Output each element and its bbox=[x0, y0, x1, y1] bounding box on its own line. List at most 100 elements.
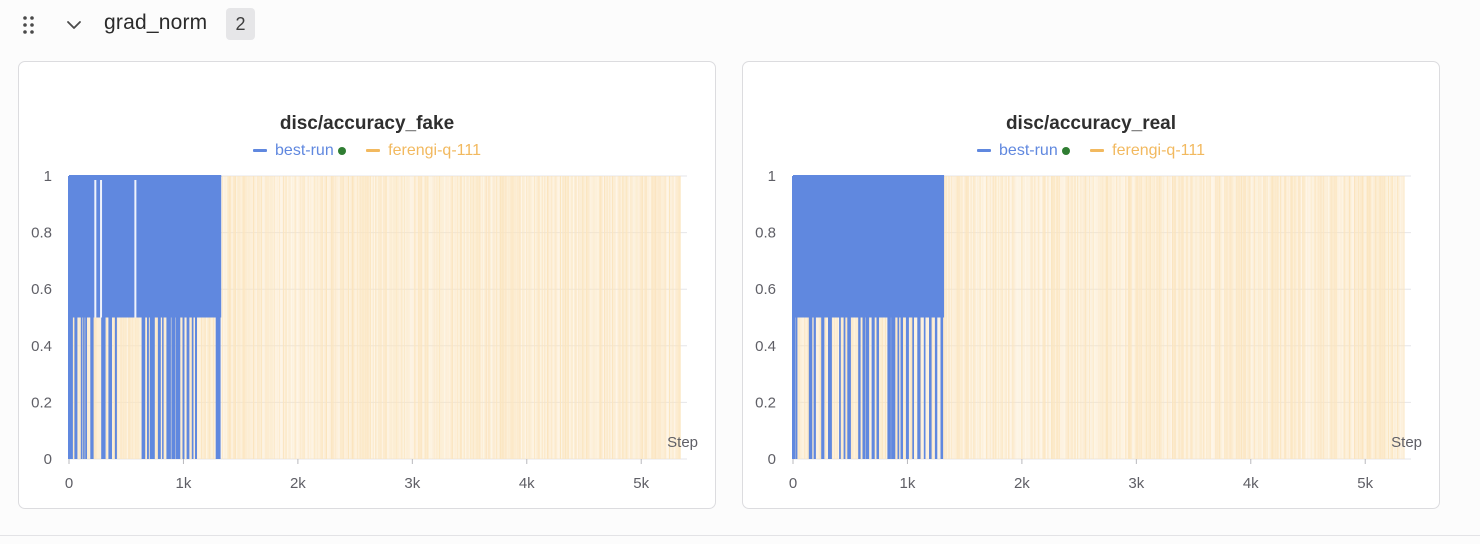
x-tick-label: 3k bbox=[1128, 475, 1144, 492]
section-divider bbox=[0, 535, 1480, 536]
x-tick-label: 5k bbox=[633, 475, 649, 492]
y-tick-label: 0.2 bbox=[755, 394, 776, 411]
best-run-drop bbox=[147, 317, 149, 459]
best-run-drop bbox=[191, 317, 194, 459]
x-tick-label: 0 bbox=[65, 475, 73, 492]
best-run-drop bbox=[108, 317, 112, 459]
best-run-drop bbox=[215, 317, 218, 459]
best-run-drop bbox=[166, 317, 169, 459]
line-chart-accuracy-fake: 0 0.2 0.4 0.6 0.8 1 0 1k 2k 3k 4k 5k Step bbox=[31, 168, 698, 492]
best-run-drop bbox=[157, 317, 161, 459]
x-tick-label: 4k bbox=[519, 475, 535, 492]
x-tick-label: 3k bbox=[404, 475, 420, 492]
best-run-drop bbox=[929, 317, 932, 459]
best-run-drop bbox=[177, 317, 181, 459]
best-run-drop bbox=[85, 317, 87, 459]
best-run-drop bbox=[871, 317, 875, 459]
legend-label-best-run: best-run bbox=[999, 142, 1058, 159]
best-run-drop bbox=[182, 317, 185, 459]
chart-panel-accuracy-real[interactable]: 0 0.2 0.4 0.6 0.8 1 0 1k 2k 3k 4k 5k Step disc/accur… bbox=[742, 61, 1440, 509]
y-tick-label: 0.2 bbox=[31, 394, 52, 411]
best-run-drop bbox=[80, 317, 83, 459]
legend-label-best-run: best-run bbox=[275, 142, 334, 159]
best-run-drop bbox=[839, 317, 841, 459]
x-tick-label: 1k bbox=[176, 475, 192, 492]
y-tick-label: 1 bbox=[44, 168, 52, 185]
section-title[interactable]: grad_norm bbox=[104, 11, 208, 34]
best-run-drop bbox=[102, 317, 105, 459]
drag-handle-icon[interactable] bbox=[19, 15, 39, 35]
legend-swatch-ferengi-q-111 bbox=[1090, 149, 1105, 153]
best-run-drop bbox=[912, 317, 914, 459]
best-run-drop bbox=[843, 317, 846, 459]
best-run-drop bbox=[923, 317, 926, 459]
x-tick-label: 1k bbox=[900, 475, 916, 492]
best-run-drop bbox=[217, 317, 221, 459]
best-run-gap bbox=[100, 180, 103, 318]
best-run-drop bbox=[897, 317, 900, 459]
active-run-dot-icon bbox=[1061, 146, 1070, 155]
best-run-drop bbox=[186, 317, 190, 459]
best-run-drop bbox=[152, 317, 155, 459]
best-run-drop bbox=[865, 317, 870, 459]
best-run-drop bbox=[887, 317, 891, 459]
x-tick-label: 4k bbox=[1243, 475, 1259, 492]
x-tick-label: 0 bbox=[789, 475, 797, 492]
best-run-drop bbox=[917, 317, 921, 459]
best-run-drop bbox=[103, 317, 106, 459]
best-run-drop bbox=[171, 317, 175, 459]
chart-title: disc/accuracy_real bbox=[1005, 113, 1177, 134]
x-axis-label: Step bbox=[667, 434, 698, 451]
best-run-gap bbox=[134, 180, 137, 318]
legend-item-best-run[interactable]: best-run bbox=[977, 142, 1070, 160]
best-run-drop bbox=[821, 317, 825, 459]
y-tick-label: 0.6 bbox=[755, 281, 776, 298]
best-run-drop bbox=[795, 317, 798, 459]
chart-panel-accuracy-fake[interactable]: 0 0.2 0.4 0.6 0.8 1 0 1k 2k 3k 4k 5k Step disc/accur… bbox=[18, 61, 716, 509]
best-run-drop bbox=[149, 317, 153, 459]
y-tick-label: 0.6 bbox=[31, 281, 52, 298]
legend-item-ferengi-q-111[interactable]: ferengi-q-111 bbox=[1090, 142, 1205, 160]
best-run-drop bbox=[862, 317, 866, 459]
chart-legend: best-run ferengi-q-111 bbox=[19, 142, 715, 160]
best-run-drop bbox=[876, 317, 879, 459]
best-run-drop bbox=[69, 317, 73, 459]
best-run-drop bbox=[168, 317, 171, 459]
best-run-drop bbox=[813, 317, 816, 459]
best-run-drop bbox=[808, 317, 812, 459]
best-run-drop bbox=[828, 317, 832, 459]
x-axis-label: Step bbox=[1391, 434, 1422, 451]
best-run-drop bbox=[141, 317, 146, 459]
best-run-drop bbox=[195, 317, 197, 459]
legend-item-best-run[interactable]: best-run bbox=[253, 142, 346, 160]
best-run-drop bbox=[900, 317, 903, 459]
chart-title: disc/accuracy_fake bbox=[279, 113, 455, 134]
y-tick-label: 1 bbox=[768, 168, 776, 185]
best-run-drop bbox=[858, 317, 861, 459]
series-best-run bbox=[68, 175, 222, 459]
best-run-drop bbox=[847, 317, 851, 459]
chevron-down-icon[interactable] bbox=[64, 15, 84, 35]
legend-swatch-best-run bbox=[977, 149, 992, 153]
best-run-drop bbox=[905, 317, 909, 459]
best-run-band bbox=[69, 176, 222, 318]
best-run-drop bbox=[934, 317, 938, 459]
x-tick-label: 5k bbox=[1357, 475, 1373, 492]
best-run-drop bbox=[162, 317, 164, 459]
best-run-drop bbox=[940, 317, 944, 459]
y-tick-label: 0 bbox=[44, 451, 52, 468]
legend-item-ferengi-q-111[interactable]: ferengi-q-111 bbox=[366, 142, 481, 160]
line-chart-accuracy-real: 0 0.2 0.4 0.6 0.8 1 0 1k 2k 3k 4k 5k Step bbox=[755, 168, 1422, 492]
x-tick-label: 2k bbox=[1014, 475, 1030, 492]
x-tick-label: 2k bbox=[290, 475, 306, 492]
best-run-gap bbox=[94, 180, 97, 318]
y-tick-label: 0.4 bbox=[755, 338, 776, 355]
y-tick-label: 0.8 bbox=[31, 225, 52, 242]
section-header: grad_norm 2 bbox=[0, 0, 1480, 50]
best-run-drop bbox=[175, 317, 178, 459]
legend-swatch-ferengi-q-111 bbox=[366, 149, 381, 153]
best-run-drop bbox=[83, 317, 85, 459]
legend-swatch-best-run bbox=[253, 149, 268, 153]
panel-count-badge: 2 bbox=[226, 8, 255, 40]
legend-label-ferengi-q-111: ferengi-q-111 bbox=[1112, 142, 1205, 159]
